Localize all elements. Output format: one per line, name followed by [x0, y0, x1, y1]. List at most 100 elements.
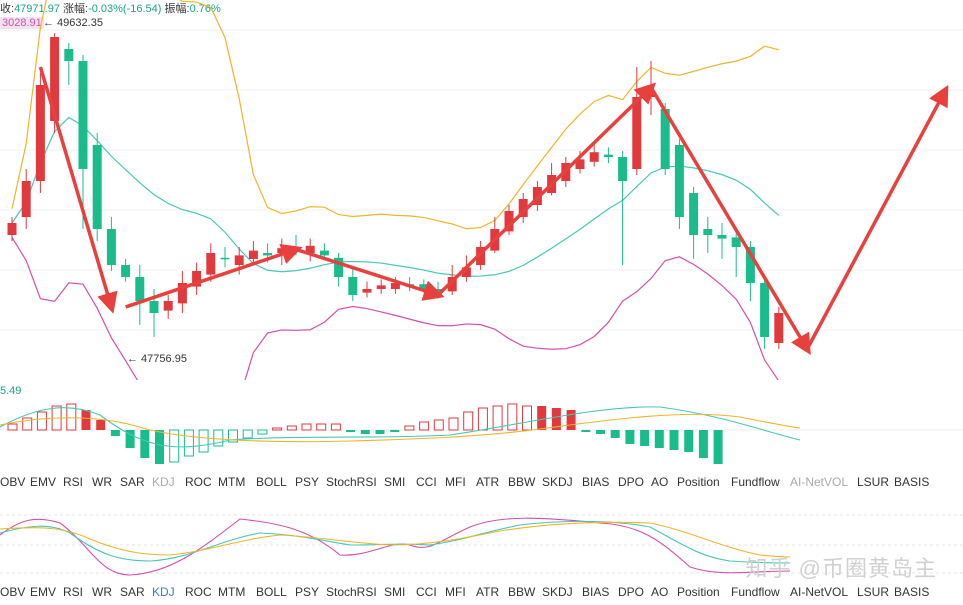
tab-bias[interactable]: BIAS: [582, 475, 610, 489]
tab-psy[interactable]: PSY: [295, 585, 320, 599]
macd-bar: [581, 430, 591, 432]
candle-body: [248, 250, 258, 259]
tab-cci[interactable]: CCI: [416, 585, 437, 599]
tab-ai-netvol[interactable]: AI-NetVOL: [790, 585, 849, 599]
candle-body: [348, 277, 358, 295]
macd-bar: [360, 430, 370, 434]
tab-rsi[interactable]: RSI: [63, 585, 84, 599]
candle-body: [518, 199, 528, 217]
macd-bar: [537, 406, 547, 430]
tab-kdj[interactable]: KDJ: [152, 585, 175, 599]
macd-bar: [375, 430, 385, 434]
tab-fundflow[interactable]: Fundflow: [731, 475, 780, 489]
candle-body: [362, 289, 372, 293]
tab-atr[interactable]: ATR: [476, 585, 500, 599]
tab-position[interactable]: Position: [677, 585, 720, 599]
tab-cci[interactable]: CCI: [416, 475, 437, 489]
low-annotation: ← 47756.95: [127, 353, 187, 365]
candle-body: [92, 145, 102, 229]
tab-dpo[interactable]: DPO: [618, 475, 645, 489]
macd-bar: [684, 430, 694, 452]
tab-wr[interactable]: WR: [92, 585, 112, 599]
close-value: 47971.97: [14, 3, 60, 15]
candle-body: [376, 285, 386, 289]
tab-roc[interactable]: ROC: [185, 475, 212, 489]
tab-basis[interactable]: BASIS: [894, 585, 930, 599]
tab-stochrsi[interactable]: StochRSI: [326, 585, 377, 599]
tab-stochrsi[interactable]: StochRSI: [326, 475, 377, 489]
tab-boll[interactable]: BOLL: [256, 585, 287, 599]
tab-mfi[interactable]: MFI: [445, 475, 466, 489]
tab-mtm[interactable]: MTM: [218, 585, 246, 599]
macd-bar: [625, 430, 635, 444]
candle-body: [390, 283, 400, 289]
tab-atr[interactable]: ATR: [476, 475, 500, 489]
tab-roc[interactable]: ROC: [185, 585, 212, 599]
tab-mtm[interactable]: MTM: [218, 475, 246, 489]
tab-bias[interactable]: BIAS: [582, 585, 610, 599]
tab-position[interactable]: Position: [677, 475, 720, 489]
tab-skdj[interactable]: SKDJ: [542, 585, 573, 599]
tab-skdj[interactable]: SKDJ: [542, 475, 573, 489]
tab-ao[interactable]: AO: [651, 585, 669, 599]
high-annotation: ← 49632.35: [43, 17, 103, 29]
candle-body: [504, 211, 514, 232]
macd-bar: [640, 430, 650, 446]
kdj-j-line: [0, 517, 791, 576]
tab-bbw[interactable]: BBW: [508, 475, 536, 489]
candle-body: [476, 247, 486, 265]
macd-bar: [610, 430, 620, 438]
candle-body: [206, 253, 216, 275]
boll-middle-line: [11, 116, 780, 277]
tab-emv[interactable]: EMV: [30, 585, 57, 599]
boll-value: 3028.91: [0, 17, 44, 29]
tab-ai-netvol[interactable]: AI-NetVOL: [790, 475, 849, 489]
tab-fundflow[interactable]: Fundflow: [731, 585, 780, 599]
change-value: -0.03%(-16.54): [88, 3, 162, 15]
tab-kdj[interactable]: KDJ: [152, 475, 175, 489]
candle-body: [334, 257, 344, 277]
tab-basis[interactable]: BASIS: [894, 475, 930, 489]
macd-bar: [183, 429, 194, 457]
macd-bar: [477, 407, 488, 431]
tab-boll[interactable]: BOLL: [256, 475, 287, 489]
tab-lsur[interactable]: LSUR: [857, 585, 890, 599]
trend-arrow: [295, 247, 445, 301]
tab-obv[interactable]: OBV: [0, 475, 26, 489]
candle-body: [220, 257, 230, 260]
tab-psy[interactable]: PSY: [295, 475, 320, 489]
kdj-chart[interactable]: [0, 505, 963, 583]
tab-rsi[interactable]: RSI: [63, 475, 84, 489]
candle-body: [64, 49, 74, 61]
macd-bar: [242, 429, 253, 439]
tab-dpo[interactable]: DPO: [618, 585, 645, 599]
macd-bar: [404, 425, 415, 431]
tab-sar[interactable]: SAR: [120, 475, 145, 489]
tab-lsur[interactable]: LSUR: [857, 475, 890, 489]
candle-body: [7, 223, 17, 235]
tab-obv[interactable]: OBV: [0, 585, 26, 599]
indicator-value: 5.49: [0, 385, 22, 397]
macd-bar: [698, 430, 708, 458]
candle-body: [603, 154, 613, 157]
tab-smi[interactable]: SMI: [384, 585, 406, 599]
tab-ao[interactable]: AO: [651, 475, 669, 489]
tab-mfi[interactable]: MFI: [445, 585, 466, 599]
macd-bar: [669, 430, 679, 450]
tab-sar[interactable]: SAR: [120, 585, 145, 599]
trend-arrow: [436, 82, 657, 297]
tab-emv[interactable]: EMV: [30, 475, 57, 489]
macd-bar: [419, 421, 430, 431]
macd-bar: [596, 430, 605, 434]
candle-body: [50, 37, 60, 121]
tab-bbw[interactable]: BBW: [508, 585, 536, 599]
price-chart[interactable]: [0, 0, 963, 380]
candle-body: [589, 152, 599, 162]
macd-bar: [566, 410, 576, 430]
candle-body: [717, 235, 727, 239]
macd-chart[interactable]: [0, 395, 963, 470]
tab-smi[interactable]: SMI: [384, 475, 406, 489]
macd-bar: [433, 419, 444, 431]
tab-wr[interactable]: WR: [92, 475, 112, 489]
macd-bar: [257, 429, 268, 435]
